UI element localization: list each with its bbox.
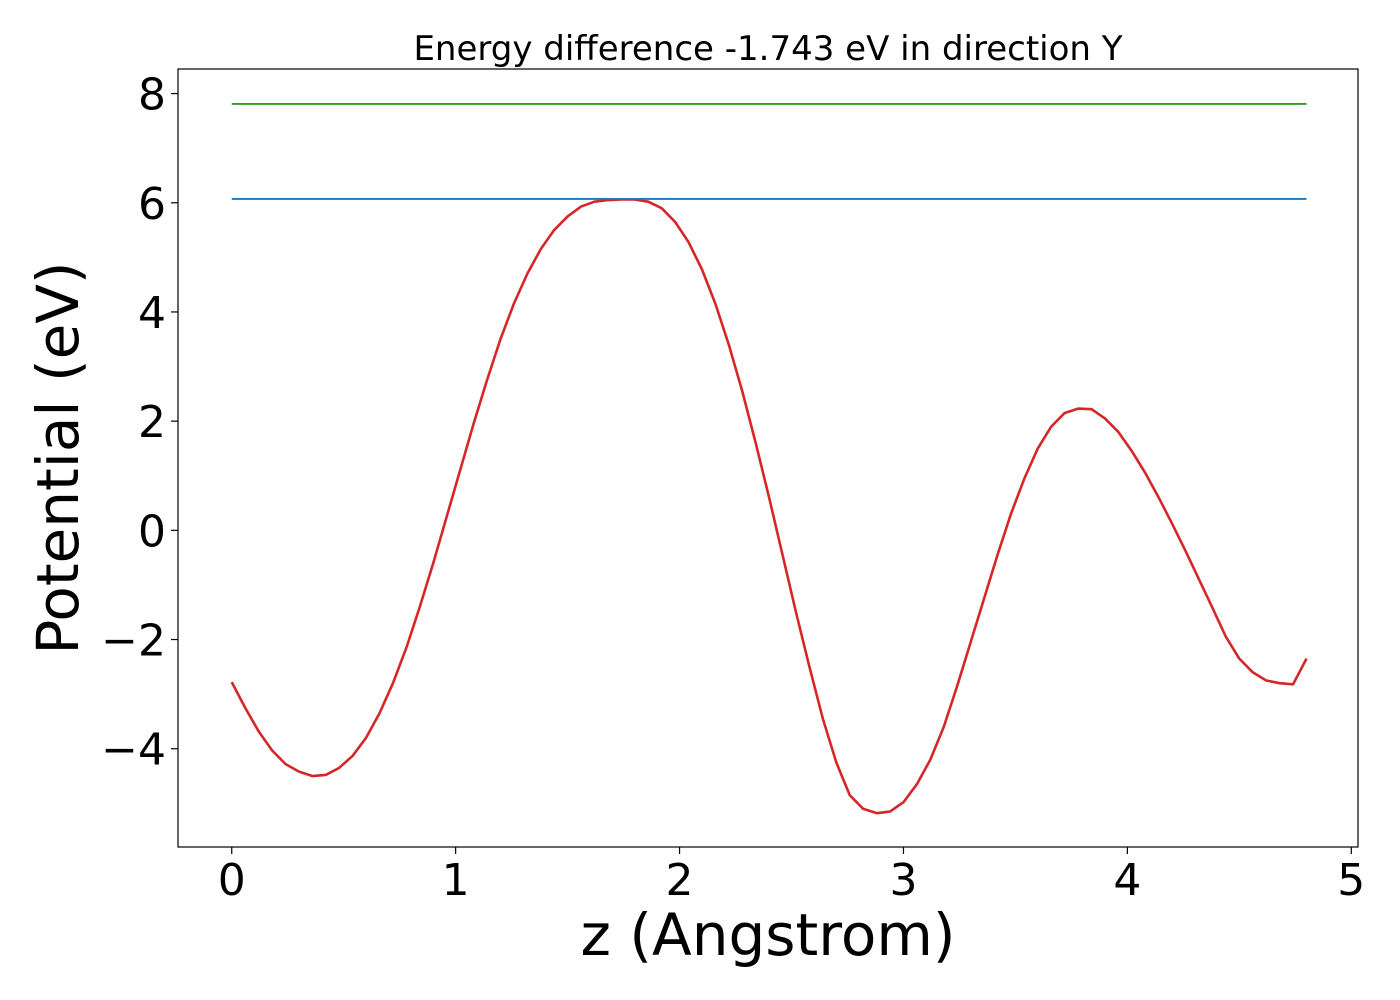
y-tick-label: 0 [138,506,166,557]
plot-lines [230,103,1308,815]
x-tick-label: 2 [666,855,694,906]
x-tick-label: 1 [442,855,470,906]
y-tick-label: 2 [138,397,166,448]
x-axis-ticks: 0 1 2 3 4 5 [218,847,1365,906]
y-tick-label: 8 [138,70,166,121]
y-tick-label: −2 [101,616,166,667]
y-axis-ticks: −4 −2 0 2 4 6 8 [101,70,178,776]
y-tick-label: −4 [101,725,166,776]
plot-frame [177,68,1359,848]
y-axis-label: Potential (eV) [24,261,92,654]
x-tick-label: 5 [1337,855,1365,906]
y-tick-label: 6 [138,179,166,230]
y-tick-label: 4 [138,288,166,339]
x-tick-label: 0 [218,855,246,906]
series-line-0 [230,198,1308,815]
x-tick-label: 3 [889,855,917,906]
x-axis-label: z (Angstrom) [581,901,956,969]
x-tick-label: 4 [1113,855,1141,906]
chart-title: Energy difference -1.743 eV in direction… [413,29,1122,69]
